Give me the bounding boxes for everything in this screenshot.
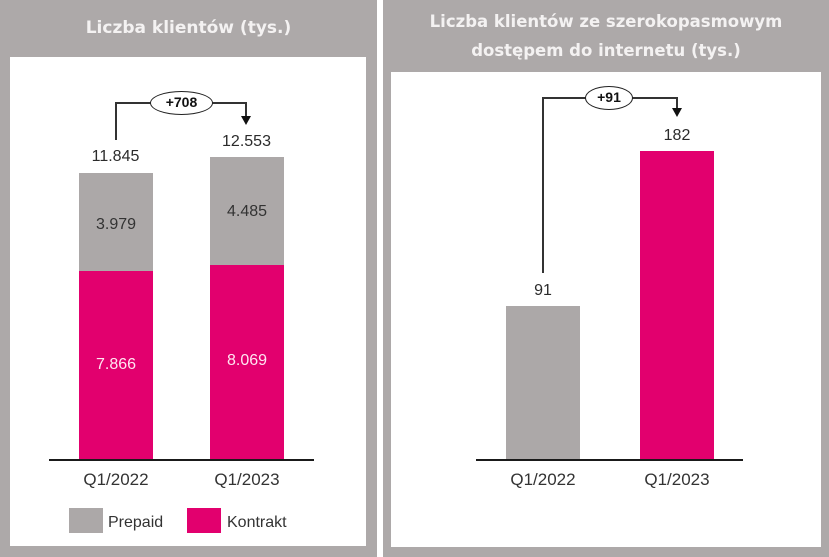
bar-q1-2022	[506, 306, 580, 460]
delta-connector-left	[542, 97, 544, 273]
delta-badge: +708	[150, 91, 213, 115]
legend-swatch-kontrakt	[187, 508, 221, 533]
delta-badge: +91	[585, 86, 633, 110]
arrow-down-icon	[672, 108, 682, 117]
legend-swatch-prepaid	[69, 508, 103, 533]
bar-segment-prepaid	[210, 157, 284, 265]
bar-segment-label: 8.069	[226, 352, 268, 369]
x-axis-line	[476, 459, 743, 461]
chart-title: Liczba klientów ze szerokopasmowym dostę…	[383, 7, 829, 65]
chart-title: Liczba klientów (tys.)	[85, 18, 292, 38]
chart-area	[10, 57, 366, 546]
bar-segment-prepaid	[79, 173, 153, 271]
chart-title-line2: dostępem do internetu (tys.)	[471, 41, 741, 60]
bar-segment-label: 3.979	[95, 216, 137, 233]
bar-segment-kontrakt	[210, 265, 284, 460]
bar-segment-label: 7.866	[95, 356, 137, 373]
bar-value-label: 182	[663, 127, 691, 144]
broadband-chart-panel: Liczba klientów ze szerokopasmowym dostę…	[383, 0, 829, 557]
bar-segment-kontrakt	[79, 271, 153, 460]
x-tick-label: Q1/2022	[510, 470, 576, 489]
bar-segment-label: 4.485	[226, 203, 268, 220]
chart-area	[391, 72, 821, 547]
x-tick-label: Q1/2023	[644, 470, 710, 489]
legend-label: Kontrakt	[227, 514, 287, 531]
x-axis-line	[49, 459, 314, 461]
x-tick-label: Q1/2023	[214, 470, 280, 489]
x-tick-label: Q1/2022	[83, 470, 149, 489]
bar-total-label: 12.553	[222, 133, 271, 150]
bar-q1-2023	[640, 151, 714, 460]
arrow-down-icon	[241, 116, 251, 125]
chart-title-line1: Liczba klientów ze szerokopasmowym	[429, 12, 783, 31]
delta-connector-left	[115, 102, 117, 140]
customers-chart-panel: Liczba klientów (tys.)	[0, 0, 377, 557]
bar-value-label: 91	[534, 282, 552, 299]
delta-connector-right	[676, 97, 678, 109]
bar-total-label: 11.845	[91, 148, 140, 165]
legend-label: Prepaid	[108, 514, 164, 531]
delta-connector-right	[245, 102, 247, 118]
